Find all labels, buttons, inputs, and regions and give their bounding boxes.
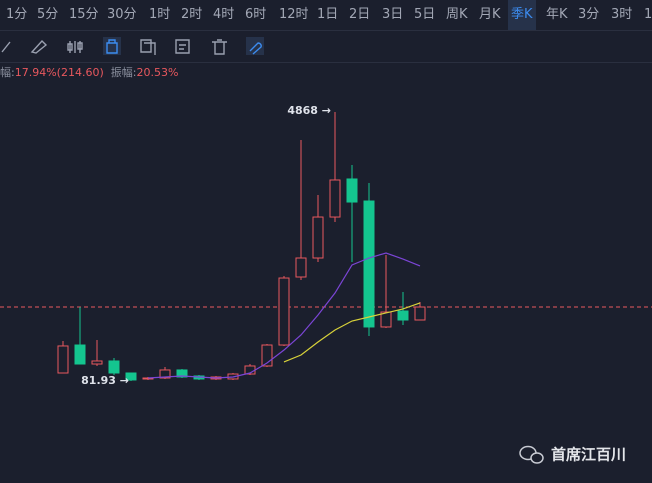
candle-body [74,344,86,365]
lock-icon[interactable] [106,39,118,54]
wechat-icon [530,452,544,464]
candle-body [261,344,273,367]
min-label: 81.93 → [81,374,129,387]
interval-tab[interactable]: 3时 [611,7,633,22]
magnet-icon[interactable] [249,42,262,55]
interval-tab[interactable]: 2时 [181,7,203,22]
tool-icons [1,37,264,55]
candle-body [312,216,324,259]
value: 20.53% [136,66,179,79]
candle-body [176,369,188,378]
label: 幅: [0,66,15,79]
value: 17.94%(214.60) [14,66,104,79]
candle-body [397,310,409,321]
interval-tab[interactable]: 4时 [213,7,235,22]
candle-body [346,178,358,203]
interval-tab[interactable]: 15分 [69,7,99,22]
interval-tab[interactable]: 5分 [37,7,59,22]
candle-icon[interactable] [67,41,83,53]
interval-tab[interactable]: 1日 [317,7,339,22]
copy-icon[interactable] [140,39,156,55]
info-line: 幅:17.94%(214.60) 振幅:20.53% [0,64,178,80]
interval-tab[interactable]: 1 [644,7,652,22]
candle-body [295,257,307,278]
watermark: 首席江百川 [519,446,626,464]
candle-body [380,311,392,328]
candle-body [329,179,341,218]
interval-tab[interactable]: 季K [508,0,536,30]
candle-body [91,360,103,365]
note-icon[interactable] [175,39,190,54]
interval-tab[interactable]: 年K [546,7,568,22]
interval-tab[interactable]: 周K [446,7,468,22]
brush-icon[interactable] [30,39,48,54]
candle-body [57,345,69,374]
interval-tab[interactable]: 月K [479,7,501,22]
interval-tab[interactable]: 30分 [107,7,137,22]
ma-line [147,252,421,379]
interval-tab[interactable]: 1分 [6,7,28,22]
ma-line [283,302,421,363]
delete-icon[interactable] [212,39,227,55]
candle-body [159,369,171,379]
interval-tab[interactable]: 3日 [382,7,404,22]
max-label: 4868 → [287,104,331,117]
interval-tab[interactable]: 1时 [149,7,171,22]
candle-body [414,306,426,321]
interval-tab[interactable]: 3分 [578,7,600,22]
pen-icon[interactable] [1,41,11,53]
candle-body [108,360,120,374]
interval-tab[interactable]: 2日 [349,7,371,22]
interval-tab[interactable]: 6时 [245,7,267,22]
watermark-text: 首席江百川 [551,446,626,464]
interval-tab[interactable]: 12时 [279,7,309,22]
candle-body [363,200,375,328]
candle-body [278,277,290,346]
interval-tab[interactable]: 5日 [414,7,436,22]
label: 振幅: [110,66,137,79]
candle-body [125,372,137,381]
